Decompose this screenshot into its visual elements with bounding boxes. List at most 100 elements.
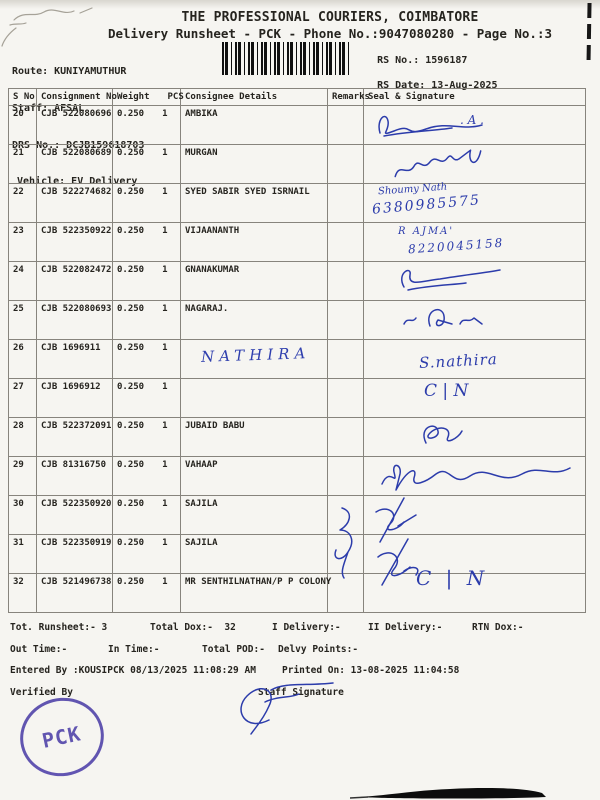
delvy-points: Delvy Points:- [278, 644, 359, 655]
table-row: 31 CJB 522350919 0.250 1 SAJILA [8, 534, 586, 586]
signature-scribble [377, 538, 419, 586]
pcs-value: 1 [162, 148, 168, 158]
consignment-cell: CJB 522080696 [36, 105, 113, 145]
signature-scribble [394, 149, 482, 178]
signature-text: C | N [416, 566, 489, 590]
scan-edge-shadow [0, 0, 600, 9]
rs-date-line: RS Date: 13-Aug-2025 [377, 79, 498, 91]
staff-signature-scribble [240, 682, 334, 735]
staff-signature-label: Staff Signature [258, 687, 344, 698]
weight-pcs-cell: 0.250 1 [112, 105, 181, 145]
sno-cell: 25 [8, 300, 37, 340]
table-row: 28 CJB 522372091 0.250 1 JUBAID BABU [8, 417, 586, 457]
remarks-cell [327, 261, 364, 301]
signature-cell [363, 144, 586, 184]
pcs-value: 1 [162, 421, 168, 431]
weight-value: 0.250 [117, 265, 145, 275]
consignee-cell: SAJILA [180, 534, 328, 574]
weight-pcs-cell: 0.250 1 [112, 378, 181, 418]
pcs-value: 1 [162, 460, 168, 470]
remarks-cell [327, 105, 364, 145]
weight-value: 0.250 [117, 460, 145, 470]
table-row: 26 CJB 1696911 0.250 1 NATHIRA S.nathira [8, 339, 586, 379]
total-dox: Total Dox:- 32 [150, 622, 236, 633]
weight-value: 0.250 [117, 343, 145, 353]
col-pcs: PCS [167, 92, 184, 102]
remarks-cell [327, 495, 364, 579]
signature-scribble [378, 115, 483, 137]
signature-cell [363, 261, 586, 301]
remarks-cell [327, 417, 364, 457]
consignee-cell: VIJAANANTH [180, 222, 328, 262]
sno-cell: 30 [8, 495, 37, 535]
consignment-cell: CJB 522372091 [36, 417, 113, 457]
consignment-cell: CJB 522350919 [36, 534, 113, 574]
col-sno: S No [8, 88, 37, 106]
signature-scribble [403, 308, 483, 327]
sno-cell: 20 [8, 105, 37, 145]
runsheet-table: S No Consignment No Weight PCS Consignee … [8, 88, 586, 613]
table-row: 27 CJB 1696912 0.250 1 C | N [8, 378, 586, 418]
sno-cell: 31 [8, 534, 37, 574]
pcs-value: 1 [162, 499, 168, 509]
sno-cell: 23 [8, 222, 37, 262]
weight-pcs-cell: 0.250 1 [112, 417, 181, 457]
shipment-info-right: RS No.: 1596187 RS Date: 13-Aug-2025 [353, 42, 498, 105]
weight-value: 0.250 [117, 148, 145, 158]
weight-value: 0.250 [117, 538, 145, 548]
col-consignee: Consignee Details [180, 88, 328, 106]
signature-cell [363, 300, 586, 340]
weight-pcs-cell: 0.250 1 [112, 222, 181, 262]
remarks-cell [327, 300, 364, 340]
pck-stamp: PCK [11, 688, 113, 786]
table-header-row: S No Consignment No Weight PCS Consignee … [8, 88, 586, 106]
consignee-cell: SAJILA [180, 495, 328, 535]
consignee-cell [180, 378, 328, 418]
weight-value: 0.250 [117, 226, 145, 236]
weight-value: 0.250 [117, 382, 145, 392]
pcs-value: 1 [162, 382, 168, 392]
signature-text: . A . [460, 113, 484, 127]
verified-by-label: Verified By [10, 687, 73, 698]
signature-cell: S.nathira [363, 339, 586, 379]
sno-cell: 22 [8, 183, 37, 223]
consignment-cell: CJB 81316750 [36, 456, 113, 496]
out-time: Out Time:- [10, 644, 68, 655]
remarks-cell [327, 573, 364, 613]
signature-cell: Shoumy Nath 6380985575 [363, 182, 586, 223]
weight-pcs-cell: 0.250 1 [112, 300, 181, 340]
rs-no-line: RS No.: 1596187 [377, 54, 468, 66]
consignment-cell: CJB 522350922 [36, 222, 113, 262]
consignee-cell: NAGARAJ. [180, 300, 328, 340]
signature-cell: R AJMA' 8220045158 [363, 222, 586, 262]
consignee-cell: AMBIKA [180, 105, 328, 145]
remarks-cell [327, 378, 364, 418]
col-remarks: Remarks [327, 88, 370, 106]
col-seal-signature: Seal & Signature [363, 88, 586, 106]
signature-cell [363, 456, 586, 496]
sno-cell: 28 [8, 417, 37, 457]
remarks-cell [327, 456, 364, 496]
weight-value: 0.250 [117, 109, 145, 119]
entered-by: Entered By :KOUSIPCK 08/13/2025 11:08:29… [10, 665, 256, 676]
sno-cell: 26 [8, 339, 37, 379]
signature-scribble [381, 464, 571, 491]
table-row: 30 CJB 522350920 0.250 1 SAJILA [8, 495, 586, 579]
col-consignment: Consignment No [36, 88, 117, 106]
weight-pcs-cell: 0.250 1 [112, 144, 181, 184]
printed-on: Printed On: 13-08-2025 11:04:58 [282, 665, 460, 676]
consignment-cell: CJB 1696911 [36, 339, 113, 379]
signature-cell: C | N [363, 566, 586, 613]
consignee-cell: GNANAKUMAR [180, 261, 328, 301]
signature-cell [363, 495, 586, 543]
consignment-cell: CJB 522080693 [36, 300, 113, 340]
consignment-cell: CJB 522082472 [36, 261, 113, 301]
table-row: 32 CJB 521496738 0.250 1 MR SENTHILNATHAN… [8, 566, 586, 613]
remarks-cell [327, 183, 364, 223]
route-line: Route: KUNIYAMUTHUR [12, 66, 127, 78]
weight-value: 0.250 [117, 421, 145, 431]
signature-text: S.nathira [418, 349, 499, 373]
consignee-cell: VAHAAP [180, 456, 328, 496]
col-weight-pcs: Weight PCS [112, 88, 184, 106]
